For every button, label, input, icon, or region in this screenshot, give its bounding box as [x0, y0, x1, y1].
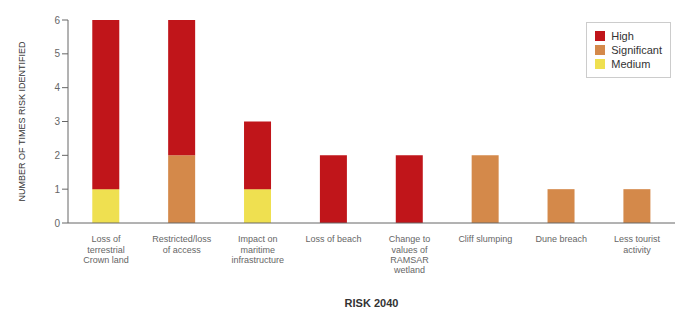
svg-text:1: 1 [54, 184, 60, 195]
html-text:Medium: Medium [611, 58, 651, 70]
svg-text:6: 6 [54, 15, 60, 26]
svg-text:RISK 2040: RISK 2040 [345, 297, 399, 309]
svg-text:Change tovalues ofRAMSARwetlan: Change tovalues ofRAMSARwetland [389, 234, 431, 275]
svg-text:Cliff slumping: Cliff slumping [458, 234, 512, 244]
svg-text:Dune breach: Dune breach [535, 234, 587, 244]
svg-text:Restricted/lossof access: Restricted/lossof access [152, 234, 212, 254]
svg-text:5: 5 [54, 48, 60, 59]
svg-text:0: 0 [54, 218, 60, 229]
svg-text:2: 2 [54, 150, 60, 161]
svg-text:3: 3 [54, 116, 60, 127]
svg-text:Loss ofterrestrialCrown land: Loss ofterrestrialCrown land [83, 234, 129, 265]
html-text:Significant: Significant [611, 44, 662, 56]
svg-text:4: 4 [54, 82, 60, 93]
svg-text:Loss of beach: Loss of beach [306, 234, 362, 244]
svg-text:Less touristactivity: Less touristactivity [614, 234, 661, 254]
svg-text:Impact onmaritimeinfrastructur: Impact onmaritimeinfrastructure [231, 234, 284, 265]
svg-text:NUMBER OF TIMES RISK IDENTIFIE: NUMBER OF TIMES RISK IDENTIFIED [17, 41, 27, 201]
html-text:High: High [611, 30, 634, 42]
